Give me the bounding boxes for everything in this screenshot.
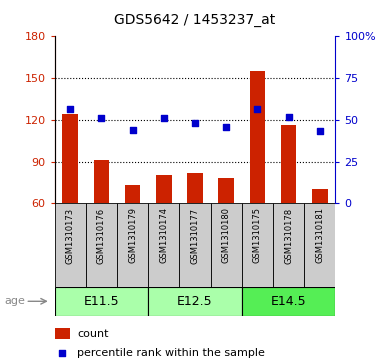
Point [223, 124, 229, 130]
Bar [218, 178, 234, 203]
Point [317, 128, 323, 134]
Point [98, 115, 105, 121]
Bar [94, 160, 109, 203]
Text: GSM1310175: GSM1310175 [253, 207, 262, 264]
Text: GSM1310178: GSM1310178 [284, 207, 293, 264]
Bar [148, 203, 179, 287]
Text: GSM1310181: GSM1310181 [315, 207, 324, 264]
Bar [281, 125, 296, 203]
Text: GSM1310176: GSM1310176 [97, 207, 106, 264]
Text: GSM1310177: GSM1310177 [190, 207, 200, 264]
Text: count: count [77, 329, 108, 339]
Point [67, 106, 73, 111]
Point [192, 120, 198, 126]
Bar [62, 114, 78, 203]
Point [254, 106, 261, 111]
Bar [55, 203, 86, 287]
Text: E14.5: E14.5 [271, 295, 307, 308]
Bar [148, 287, 242, 316]
Bar [211, 203, 242, 287]
Point [129, 127, 136, 132]
Point [161, 115, 167, 121]
Bar [55, 328, 70, 339]
Text: percentile rank within the sample: percentile rank within the sample [77, 348, 265, 358]
Bar [117, 203, 148, 287]
Text: GSM1310173: GSM1310173 [66, 207, 75, 264]
Text: E11.5: E11.5 [83, 295, 119, 308]
Text: GSM1310174: GSM1310174 [159, 207, 168, 264]
Bar [156, 175, 172, 203]
Bar [250, 71, 265, 203]
Bar [242, 287, 335, 316]
Bar [273, 203, 304, 287]
Bar [242, 203, 273, 287]
Bar [86, 203, 117, 287]
Bar [125, 185, 140, 203]
Text: age: age [4, 296, 25, 306]
Text: GSM1310180: GSM1310180 [222, 207, 231, 264]
Bar [55, 287, 148, 316]
Bar [304, 203, 335, 287]
Point [59, 350, 66, 356]
Text: GSM1310179: GSM1310179 [128, 207, 137, 264]
Bar [179, 203, 211, 287]
Text: GDS5642 / 1453237_at: GDS5642 / 1453237_at [114, 13, 276, 27]
Bar [312, 189, 328, 203]
Text: E12.5: E12.5 [177, 295, 213, 308]
Point [285, 114, 292, 120]
Bar [187, 173, 203, 203]
